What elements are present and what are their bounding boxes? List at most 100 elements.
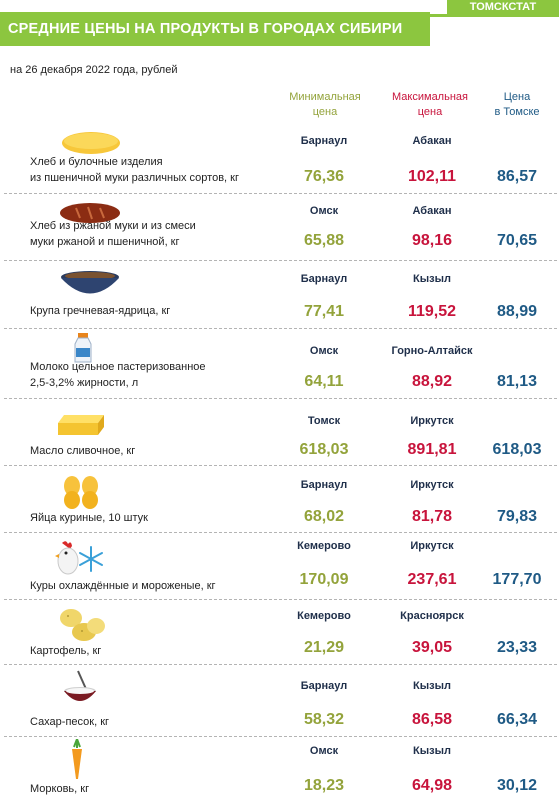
min-city: Барнаул [300, 273, 348, 285]
max-price: 237,61 [407, 571, 457, 588]
product-name-line2: Яйца куриные, 10 штук [30, 512, 148, 524]
tomsk-price: 177,70 [492, 571, 542, 588]
max-header-line1: Максимальная [392, 91, 468, 103]
potatoes-icon [60, 609, 105, 641]
row-divider [4, 532, 557, 533]
max-city: Иркутск [410, 540, 454, 552]
max-city: Кызыл [413, 745, 451, 757]
max-price: 891,81 [407, 441, 457, 458]
max-city: Иркутск [410, 415, 454, 427]
product-name-line2: Морковь, кг [30, 783, 90, 795]
product-name-line2: Крупа гречневая-ядрица, кг [30, 305, 171, 317]
min-price: 65,88 [303, 232, 345, 249]
min-price: 21,29 [303, 639, 345, 656]
tomsk-header-line2: в Томске [494, 106, 540, 118]
buckwheat-bowl-icon [61, 271, 119, 294]
min-city: Томск [307, 415, 341, 427]
max-city: Кызыл [413, 273, 451, 285]
carrot-icon [72, 739, 82, 779]
max-city: Красноярск [400, 610, 464, 622]
tomsk-price: 66,34 [496, 711, 538, 728]
product-name-line1: Хлеб и булочные изделия [30, 156, 163, 168]
min-city: Барнаул [300, 135, 348, 147]
product-row: Хлеб из ржаной муки и из смеси муки ржан… [0, 194, 559, 260]
product-name-line1: Молоко цельное пастеризованное [30, 361, 206, 373]
date-subtitle: на 26 декабря 2022 года, рублей [10, 64, 178, 76]
row-divider [4, 193, 557, 194]
max-price: 102,11 [407, 168, 457, 185]
row-divider [4, 664, 557, 665]
product-row: Картофель, кг Кемерово Красноярск 21,29 … [0, 600, 559, 664]
max-city: Кызыл [413, 680, 451, 692]
min-header-line2: цена [312, 106, 338, 118]
product-row: Куры охлаждённые и мороженые, кг Кемеров… [0, 533, 559, 599]
product-name-line2: Сахар-песок, кг [30, 716, 110, 728]
min-city: Омск [309, 345, 339, 357]
tomsk-price: 30,12 [496, 777, 538, 794]
max-price-header: Максимальная цена [380, 90, 480, 120]
min-city: Кемерово [297, 540, 351, 552]
product-row: Морковь, кг Омск Кызыл 18,23 64,98 30,12 [0, 737, 559, 797]
row-divider [4, 599, 557, 600]
min-price: 68,02 [303, 508, 345, 525]
max-price: 88,92 [411, 373, 453, 390]
page-title: СРЕДНИЕ ЦЕНЫ НА ПРОДУКТЫ В ГОРОДАХ СИБИР… [0, 12, 430, 46]
min-city: Омск [309, 205, 339, 217]
product-row: Крупа гречневая-ядрица, кг Барнаул Кызыл… [0, 261, 559, 327]
min-city: Кемерово [297, 610, 351, 622]
product-name-line2: Масло сливочное, кг [30, 445, 136, 457]
max-city: Иркутск [410, 479, 454, 491]
min-header-line1: Минимальная [289, 91, 361, 103]
max-price: 86,58 [411, 711, 453, 728]
tomsk-header-line1: Цена [503, 91, 531, 103]
row-divider [4, 736, 557, 737]
max-city: Горно-Алтайск [391, 345, 473, 357]
max-header-line2: цена [417, 106, 443, 118]
max-city: Абакан [412, 135, 452, 147]
rye-bread-icon [60, 203, 120, 223]
butter-icon [58, 415, 104, 435]
product-row: Хлеб и булочные изделия из пшеничной мук… [0, 122, 559, 192]
min-city: Барнаул [300, 680, 348, 692]
tomsk-price: 86,57 [496, 168, 538, 185]
max-price: 81,78 [411, 508, 453, 525]
sugar-cup-icon [64, 670, 96, 701]
tomsk-price: 70,65 [496, 232, 538, 249]
max-price: 119,52 [407, 303, 457, 320]
tomsk-price: 88,99 [496, 303, 538, 320]
min-city: Омск [309, 745, 339, 757]
product-row: Яйца куриные, 10 штук Барнаул Иркутск 68… [0, 466, 559, 532]
milk-bottle-icon [74, 333, 92, 363]
tomsk-price: 23,33 [496, 639, 538, 656]
min-price: 618,03 [299, 441, 349, 458]
product-name-line2: 2,5-3,2% жирности, л [30, 377, 139, 389]
product-row: Сахар-песок, кг Барнаул Кызыл 58,32 86,5… [0, 665, 559, 735]
product-row: Масло сливочное, кг Томск Иркутск 618,03… [0, 399, 559, 465]
row-divider [4, 398, 557, 399]
tomsk-price: 618,03 [492, 441, 542, 458]
product-name-line2: Картофель, кг [30, 645, 102, 657]
min-price: 77,41 [303, 303, 345, 320]
product-name-line2: из пшеничной муки различных сортов, кг [30, 172, 239, 184]
max-price: 64,98 [411, 777, 453, 794]
product-name-line1: Хлеб из ржаной муки и из смеси [30, 220, 196, 232]
min-price: 170,09 [299, 571, 349, 588]
eggs-icon [64, 476, 98, 509]
brand-label: ТОМСКСТАТ [447, 0, 559, 14]
max-city: Абакан [412, 205, 452, 217]
min-price-header: Минимальная цена [275, 90, 375, 120]
min-price: 18,23 [303, 777, 345, 794]
product-name-line2: муки ржаной и пшеничной, кг [30, 236, 180, 248]
white-bread-icon [62, 132, 120, 154]
chicken-snowflake-icon [55, 541, 103, 575]
product-row: Молоко цельное пастеризованное 2,5-3,2% … [0, 329, 559, 397]
product-name-line2: Куры охлаждённые и мороженые, кг [30, 580, 216, 592]
row-divider [4, 465, 557, 466]
max-price: 98,16 [411, 232, 453, 249]
min-price: 58,32 [303, 711, 345, 728]
max-price: 39,05 [411, 639, 453, 656]
tomsk-price: 79,83 [496, 508, 538, 525]
row-divider [4, 328, 557, 329]
min-city: Барнаул [300, 479, 348, 491]
min-price: 76,36 [303, 168, 345, 185]
